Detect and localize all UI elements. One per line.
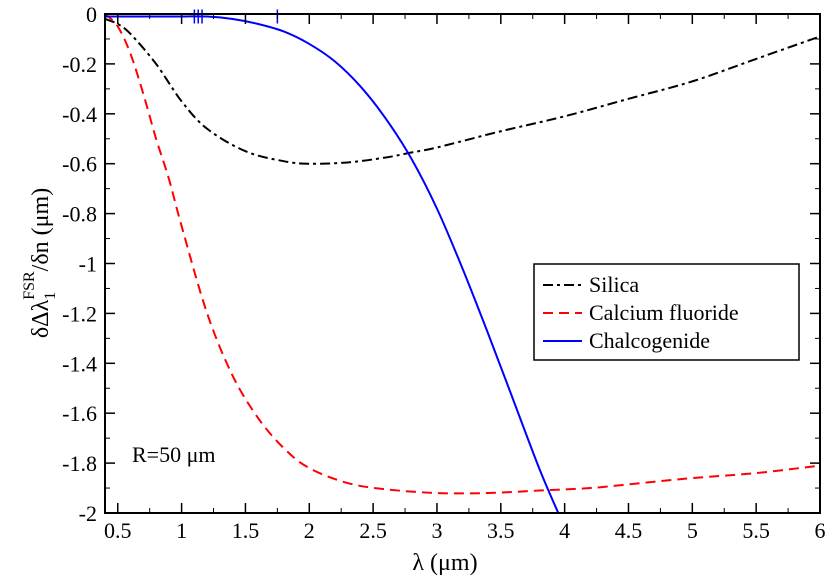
- legend: Silica Calcium fluoride Chalcogenide: [533, 263, 800, 361]
- x-tick-label: 2: [304, 518, 315, 543]
- y-tick-label: -0.2: [62, 52, 97, 77]
- svg-text:δΔλ1FSR/δn (μm): δΔλ1 FSR/δn (μm): [21, 188, 59, 338]
- x-tick-label: 3: [431, 518, 442, 543]
- x-tick-label: 3.5: [487, 518, 515, 543]
- x-tick-label: 5.5: [742, 518, 770, 543]
- y-axis-title-tail: /δn (μm): [28, 188, 54, 272]
- y-axis-title-base: δΔλ: [28, 299, 54, 338]
- annotation-radius: R=50 μm: [132, 442, 216, 467]
- x-tick-label: 2.5: [359, 518, 387, 543]
- y-tick-label: -1.6: [62, 401, 97, 426]
- y-tick-label: -1.4: [62, 351, 97, 376]
- y-tick-label: -0.4: [62, 102, 97, 127]
- series-line-calcium-fluoride: [104, 13, 821, 495]
- series-line-silica: [104, 18, 821, 165]
- y-tick-label: -0.6: [62, 152, 97, 177]
- x-tick-label: 0.5: [104, 518, 132, 543]
- x-axis-title: λ (μm): [412, 550, 477, 576]
- legend-label-chalcogenide: Chalcogenide: [589, 328, 710, 353]
- x-tick-label: 6: [815, 518, 826, 543]
- legend-label-silica: Silica: [589, 272, 639, 297]
- y-tick-label: -2: [79, 501, 97, 526]
- y-axis-title-sub: 1: [42, 292, 59, 300]
- y-tick-label: -0.8: [62, 202, 97, 227]
- x-tick-label: 5: [687, 518, 698, 543]
- y-tick-label: -1.2: [62, 301, 97, 326]
- x-axis: 0.5 1 1.5 2 2.5 3 3.5 4 4.5 5 5.5 6: [104, 14, 826, 543]
- y-tick-label: 0: [86, 2, 97, 27]
- y-tick-label: -1: [79, 252, 97, 277]
- x-tick-label: 4.5: [615, 518, 643, 543]
- x-tick-label: 1.5: [232, 518, 260, 543]
- x-tick-label: 1: [176, 518, 187, 543]
- y-axis-title-sup: FSR: [21, 271, 38, 300]
- y-axis-title: δΔλ1 FSR/δn (μm): [21, 188, 59, 338]
- x-tick-label: 4: [559, 518, 570, 543]
- legend-label-calcium-fluoride: Calcium fluoride: [589, 300, 739, 325]
- legend-box: [533, 263, 800, 361]
- y-tick-label: -1.8: [62, 451, 97, 476]
- y-axis: 0 -0.2 -0.4 -0.6 -0.8 -1 -1.2 -1.4 -1.6 -1.8 -2: [62, 2, 820, 526]
